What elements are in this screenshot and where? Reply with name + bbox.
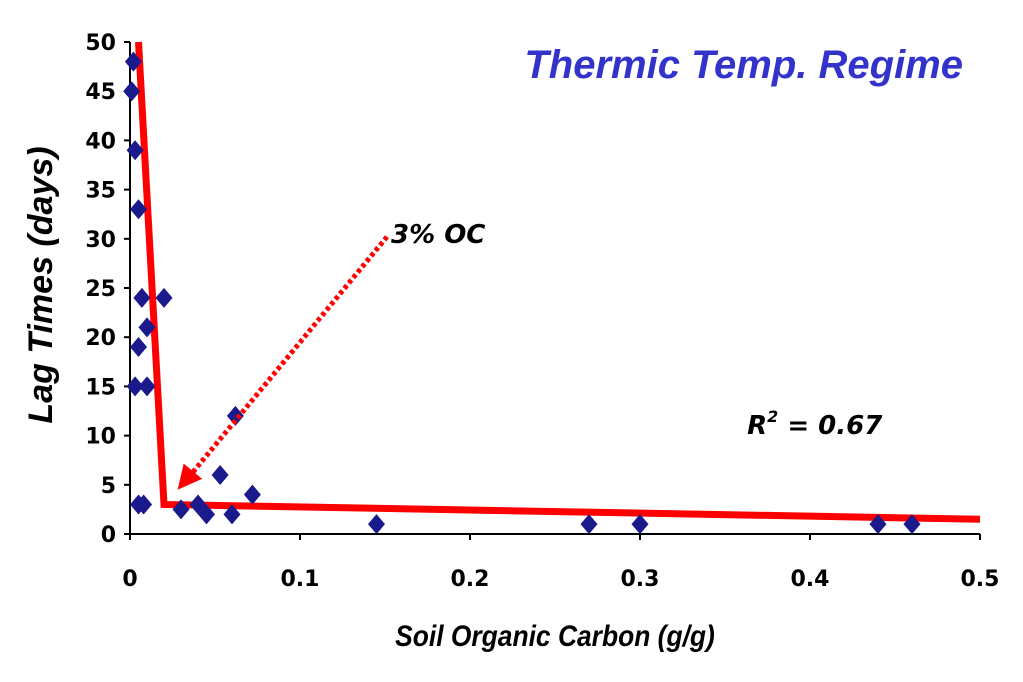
y-tick-label: 10 [85, 425, 116, 450]
y-axis-title: Lag Times (days) [22, 146, 60, 423]
tick-labels: 0 5 10 15 20 25 30 35 40 45 50 0 0.1 0.2 0.3 0.4 0.5 [85, 31, 999, 592]
data-point [631, 514, 649, 535]
data-point [126, 140, 144, 161]
annotation-3pct-oc: 3% OC [391, 220, 485, 250]
data-point [869, 514, 887, 535]
data-point [124, 51, 142, 72]
y-tick-label: 5 [101, 474, 116, 499]
data-point [126, 376, 144, 397]
annotation-arrow [189, 235, 389, 476]
data-points [123, 51, 921, 535]
x-tick-label: 0.5 [961, 567, 1000, 592]
data-point [138, 317, 156, 338]
x-axis-title: Soil Organic Carbon (g/g) [395, 618, 715, 652]
x-tick-label: 0.4 [791, 567, 830, 592]
data-point [138, 376, 156, 397]
data-point [130, 199, 147, 220]
data-point [155, 287, 173, 308]
data-point [226, 405, 244, 426]
data-point [135, 494, 153, 515]
y-tick-label: 45 [85, 80, 116, 105]
y-tick-label: 25 [85, 277, 116, 302]
y-tick-label: 35 [85, 179, 116, 204]
y-tick-label: 0 [101, 523, 116, 548]
y-tick-label: 40 [85, 129, 116, 154]
data-point [903, 514, 921, 535]
x-tick-label: 0.1 [281, 567, 320, 592]
data-point [130, 337, 147, 358]
data-point [198, 504, 215, 525]
data-point [223, 504, 241, 525]
axes [124, 41, 981, 540]
y-tick-label: 30 [85, 228, 116, 253]
annotation-r-squared: R2 = 0.67 [747, 407, 883, 441]
fit-line-path [135, 41, 981, 523]
data-point [368, 514, 385, 535]
data-point [123, 81, 141, 102]
y-tick-label: 50 [85, 31, 116, 56]
y-tick-label: 15 [85, 375, 116, 400]
data-point [172, 499, 190, 520]
fit-line [135, 41, 981, 523]
data-point [243, 484, 261, 505]
annotation-arrowhead [177, 463, 203, 490]
x-tick-label: 0 [122, 567, 137, 592]
data-point [133, 287, 151, 308]
data-point [580, 514, 598, 535]
chart-title: Thermic Temp. Regime [524, 43, 963, 87]
data-point [211, 464, 229, 485]
x-tick-label: 0.3 [621, 567, 660, 592]
y-tick-label: 20 [85, 326, 116, 351]
x-tick-label: 0.2 [451, 567, 490, 592]
annotations: 3% OC R2 = 0.67 [177, 220, 883, 490]
